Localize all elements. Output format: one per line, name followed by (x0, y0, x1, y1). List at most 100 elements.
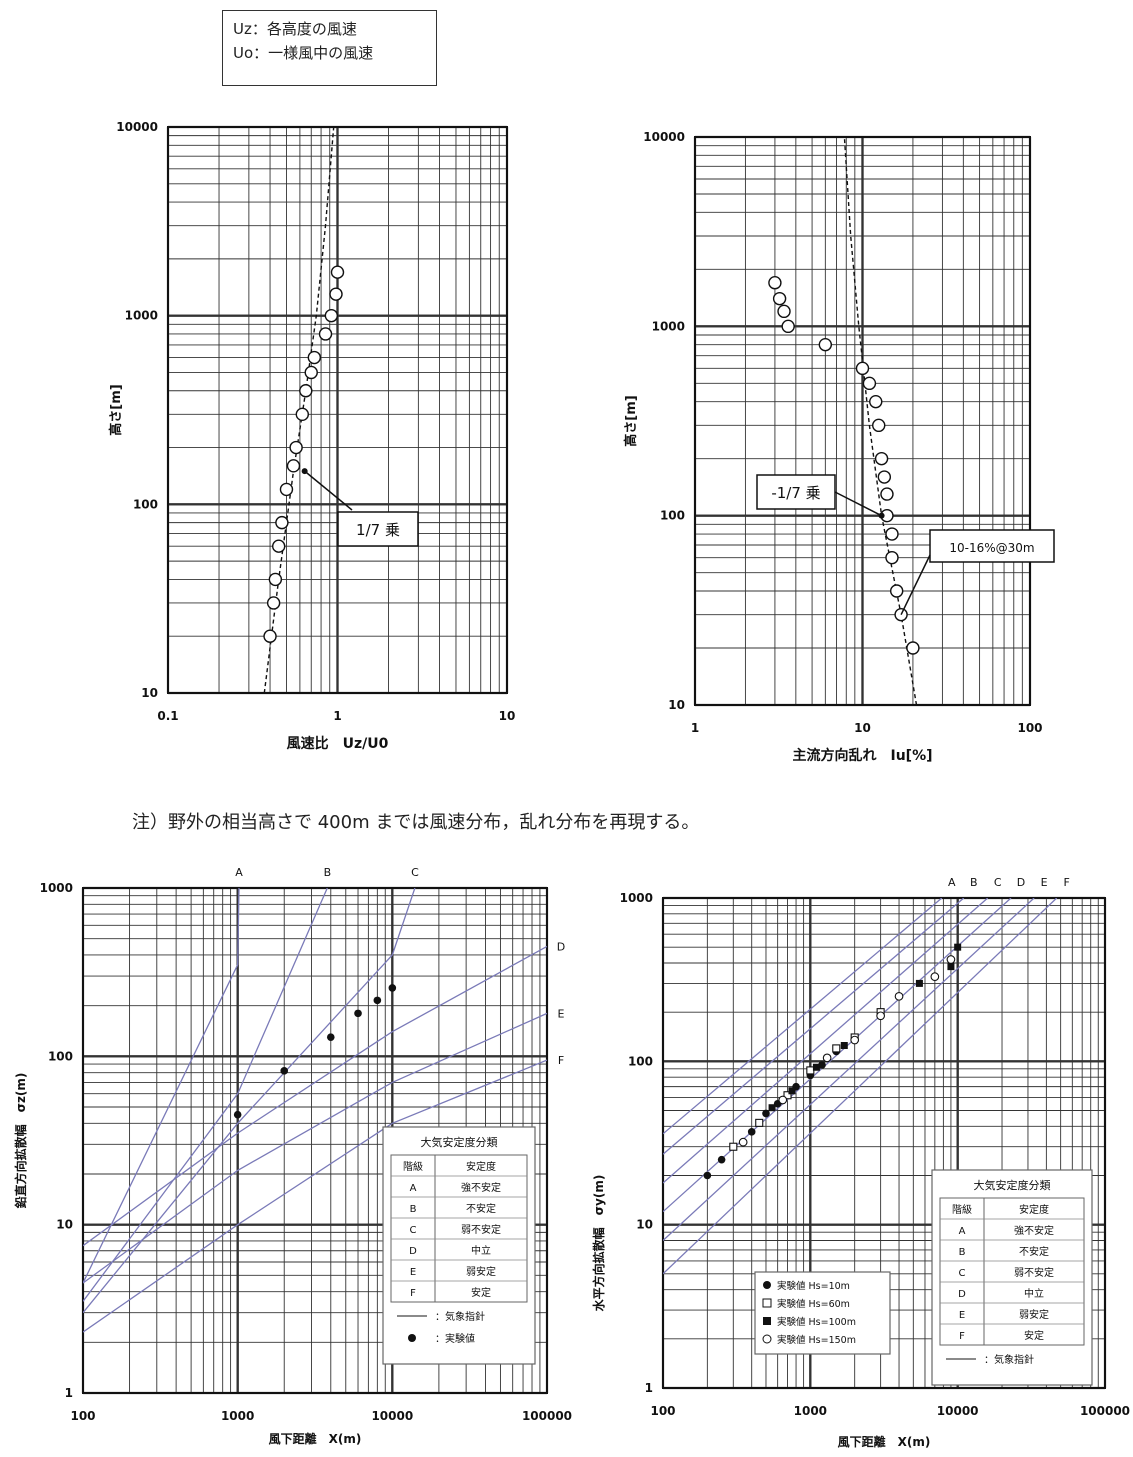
chart4-legend-stability: 強不安定 (1014, 1224, 1054, 1237)
chart4-class-curve-b (663, 898, 965, 1155)
chart3-data-point (280, 1067, 289, 1075)
chart4-point-hs10 (762, 1109, 770, 1118)
chart3-class-label: C (411, 866, 419, 879)
chart1-annotation-leader (304, 470, 353, 511)
chart4-legend-stability: 不安定 (1019, 1245, 1049, 1258)
chart4-xtick-label: 100000 (1080, 1404, 1130, 1418)
chart1-data-point (275, 515, 289, 530)
chart2-data-point (855, 361, 870, 376)
chart4-x-axis-label: 風下距離 X(m) (838, 1434, 931, 1449)
chart1-data-point (266, 596, 281, 610)
chart3-legend-stability: 弱不安定 (461, 1223, 501, 1236)
chart3-xtick-label: 100 (70, 1409, 95, 1423)
chart4-point-hs150 (738, 1137, 748, 1147)
chart4-legend-series-name: 実験値 Hs=10m (777, 1280, 850, 1292)
chart3-data-point (354, 1009, 362, 1018)
chart4-point-hs150 (946, 955, 956, 964)
chart4-legend-class: B (959, 1247, 966, 1258)
chart4-xtick-label: 10000 (937, 1404, 979, 1418)
chart3-x-axis-label: 風下距離 X(m) (269, 1431, 362, 1446)
chart3-y-axis-label: 鉛直方向拡散幅 σz(m) (13, 1073, 28, 1210)
chart4-xtick-label: 1000 (794, 1404, 827, 1418)
chart2-data-point (906, 641, 920, 655)
chart3-ytick-label: 1000 (40, 881, 73, 895)
chart3-ytick-label: 1 (65, 1386, 73, 1400)
chart1-data-point (289, 440, 303, 455)
chart3-ytick-label: 100 (48, 1049, 73, 1063)
chart1-data-point (295, 407, 310, 422)
chart4-point-hs150 (850, 1035, 860, 1045)
chart2-xtick-label: 1 (691, 721, 699, 735)
chart4-legend-series-name: 実験値 Hs=100m (777, 1316, 856, 1328)
chart4-legend-header-stability: 安定度 (1019, 1203, 1049, 1216)
chart3-data-point (233, 1110, 242, 1119)
chart2-annotation-leader-2 (900, 554, 931, 615)
chart2-data-point (818, 337, 833, 352)
chart3-legend-dot-swatch (408, 1334, 416, 1342)
chart2-annotation-text-2: 10-16%@30m (949, 541, 1034, 555)
chart1-data-point (304, 365, 318, 380)
chart4-ytick-label: 10 (636, 1218, 653, 1232)
chart4-point-hs100 (915, 979, 923, 987)
chart4-legend-stability: 弱不安定 (1014, 1266, 1054, 1279)
chart2-xtick-label: 100 (1017, 721, 1042, 735)
chart4-class-curve-c (663, 898, 989, 1184)
chart4-legend-line-label: ：気象指針 (984, 1353, 1034, 1366)
chart3-class-label: B (324, 866, 332, 879)
chart4-legend-stability: 中立 (1024, 1287, 1044, 1300)
chart4-series-legend-box (754, 1271, 891, 1355)
chart4-point-hs100 (840, 1042, 848, 1050)
chart4-point-hs60 (783, 1091, 792, 1100)
chart4-class-label: A (948, 876, 956, 889)
chart3-legend-class: F (410, 1288, 416, 1299)
chart2-data-point (877, 470, 892, 484)
chart4-point-hs60 (806, 1066, 815, 1075)
chart3-class-label: F (558, 1054, 564, 1067)
chart4-ytick-label: 1000 (620, 891, 653, 905)
chart3-class-label: E (558, 1007, 565, 1020)
chart1-annotation-dot (301, 468, 308, 475)
chart1-data-point (263, 629, 277, 643)
legend-uz-line: Uz：各高度の風速 (233, 20, 357, 38)
chart2-annotation-box-1 (756, 474, 836, 510)
chart3-xtick-label: 1000 (221, 1409, 254, 1423)
chart4-point-hs150 (778, 1095, 788, 1105)
chart1-frame (167, 126, 508, 694)
chart2-data-point (880, 487, 894, 501)
chart4-point-hs100 (954, 943, 962, 951)
chart3-ytick-label: 10 (56, 1218, 73, 1232)
chart3-legend-stability: 中立 (471, 1244, 491, 1257)
chart4-xtick-label: 100 (650, 1404, 675, 1418)
chart2-xtick-label: 10 (854, 721, 871, 735)
chart3-legend-table (390, 1154, 528, 1303)
chart3-frame (82, 887, 548, 1394)
chart1-data-point (329, 287, 343, 301)
chart3-data-point (326, 1033, 335, 1041)
chart3-legend-header-stability: 安定度 (466, 1160, 496, 1173)
chart4-legend-title: 大気安定度分類 (974, 1178, 1051, 1192)
chart3-legend-stability: 弱安定 (466, 1265, 496, 1278)
chart4-legend-swatch (762, 1334, 772, 1344)
chart2-data-point (781, 319, 795, 334)
chart3-class-curve-a (83, 888, 240, 1284)
chart1-ytick-label: 1000 (125, 309, 158, 323)
chart2-annotation-box-2 (929, 529, 1055, 563)
legend-uo-line: Uo：一様風中の風速 (233, 44, 374, 62)
chart3-legend-header-class: 階級 (403, 1160, 423, 1173)
chart4-point-hs10 (703, 1171, 712, 1180)
chart1-data-point (318, 327, 333, 341)
chart3-legend-title: 大気安定度分類 (421, 1135, 498, 1149)
chart2-data-point (885, 550, 899, 565)
chart4-legend-series-name: 実験値 Hs=60m (777, 1298, 850, 1310)
chart1-xtick-label: 10 (499, 709, 516, 723)
chart2-data-point (872, 418, 886, 433)
chart3-legend-class: C (410, 1225, 417, 1236)
chart2-data-point (889, 584, 904, 598)
chart1-annotation-text: 1/7 乗 (356, 521, 400, 539)
chart4-legend-stability: 安定 (1024, 1329, 1044, 1342)
chart3-class-curve-c (83, 888, 416, 1314)
chart1-data-point (307, 350, 322, 365)
chart3-legend-dot-label: ：実験値 (435, 1332, 475, 1345)
chart2-data-point (777, 304, 791, 319)
chart2-ytick-label: 10 (668, 698, 685, 712)
